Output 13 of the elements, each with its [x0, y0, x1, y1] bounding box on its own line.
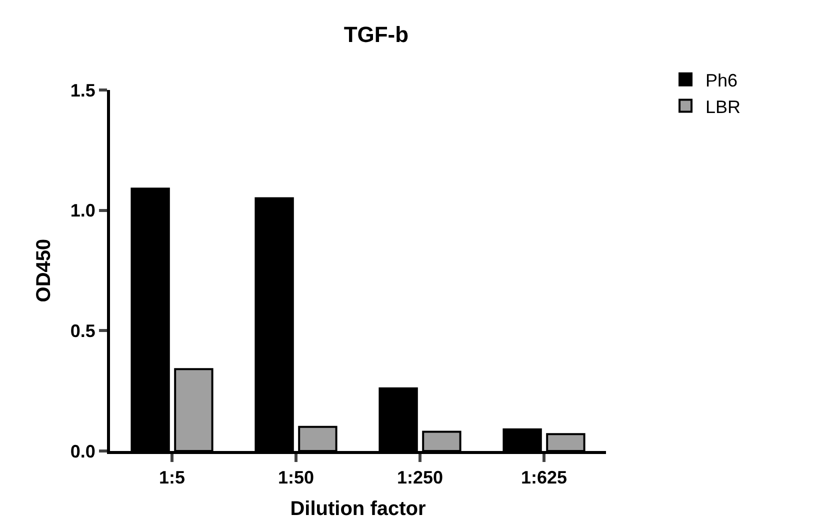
x-axis-title: Dilution factor	[290, 498, 426, 520]
y-tick-label: 0.5	[70, 320, 96, 341]
chart-title: TGF-b	[344, 22, 409, 47]
x-tick-label: 1:50	[278, 468, 314, 488]
y-tick-label: 1.5	[70, 80, 96, 100]
legend-label: Ph6	[706, 70, 738, 90]
x-tick-label: 1:625	[520, 468, 568, 488]
x-tick-label: 1:5	[158, 468, 186, 488]
legend-label: LBR	[706, 96, 741, 117]
y-tick-label: 1.0	[70, 200, 96, 221]
y-axis-title: OD450	[32, 238, 55, 302]
y-tick-label: 0.0	[70, 441, 96, 462]
x-tick-label: 1:250	[396, 468, 444, 488]
